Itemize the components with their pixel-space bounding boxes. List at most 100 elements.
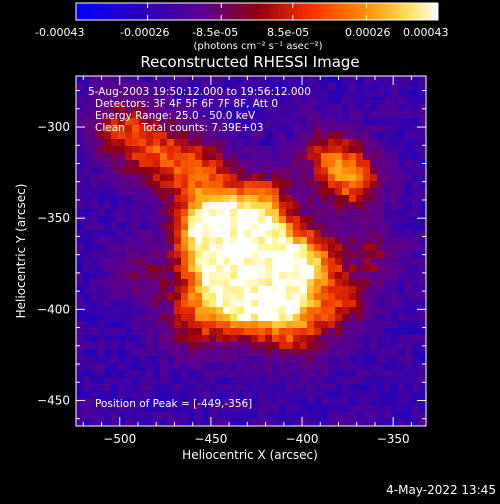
heatmap-cell <box>76 209 84 217</box>
heatmap-cell <box>230 356 238 364</box>
heatmap-cell <box>356 118 364 126</box>
heatmap-cell <box>132 377 140 385</box>
heatmap-cell <box>167 83 175 91</box>
heatmap-cell <box>251 181 259 189</box>
heatmap-cell <box>125 167 133 175</box>
heatmap-cell <box>111 90 119 98</box>
heatmap-cell <box>125 202 133 210</box>
heatmap-cell <box>216 97 224 105</box>
heatmap-cell <box>293 412 301 420</box>
heatmap-cell <box>237 125 245 133</box>
heatmap-cell <box>335 90 343 98</box>
heatmap-cell <box>202 195 210 203</box>
heatmap-cell <box>286 97 294 105</box>
heatmap-cell <box>174 286 182 294</box>
heatmap-cell <box>258 286 266 294</box>
heatmap-cell <box>132 356 140 364</box>
heatmap-cell <box>125 90 133 98</box>
heatmap-cell <box>265 237 273 245</box>
heatmap-cell <box>349 188 357 196</box>
heatmap-cell <box>160 349 168 357</box>
heatmap-cell <box>300 146 308 154</box>
heatmap-cell <box>132 265 140 273</box>
heatmap-cell <box>174 216 182 224</box>
heatmap-cell <box>307 314 315 322</box>
heatmap-cell <box>412 370 420 378</box>
heatmap-cell <box>139 300 147 308</box>
heatmap-cell <box>188 363 196 371</box>
heatmap-cell <box>125 97 133 105</box>
heatmap-cell <box>258 202 266 210</box>
heatmap-cell <box>167 188 175 196</box>
heatmap-cell <box>132 146 140 154</box>
heatmap-cell <box>279 76 287 84</box>
heatmap-cell <box>97 209 105 217</box>
heatmap-cell <box>104 370 112 378</box>
heatmap-cell <box>139 118 147 126</box>
heatmap-cell <box>286 244 294 252</box>
heatmap-cell <box>195 132 203 140</box>
heatmap-cell <box>146 83 154 91</box>
heatmap-cell <box>328 76 336 84</box>
heatmap-cell <box>181 195 189 203</box>
heatmap-cell <box>118 125 126 133</box>
heatmap-cell <box>83 97 91 105</box>
heatmap-cell <box>174 328 182 336</box>
heatmap-cell <box>104 265 112 273</box>
heatmap-cell <box>153 118 161 126</box>
heatmap-cell <box>244 272 252 280</box>
heatmap-cell <box>349 160 357 168</box>
heatmap-cell <box>293 188 301 196</box>
heatmap-cell <box>419 230 426 238</box>
heatmap-cell <box>132 230 140 238</box>
heatmap-cell <box>160 76 168 84</box>
heatmap-cell <box>202 356 210 364</box>
heatmap-cell <box>370 391 378 399</box>
heatmap-cell <box>216 300 224 308</box>
heatmap-cell <box>293 293 301 301</box>
heatmap-cell <box>104 286 112 294</box>
heatmap-cell <box>132 314 140 322</box>
heatmap-cell <box>384 293 392 301</box>
heatmap-cell <box>286 251 294 259</box>
heatmap-cell <box>104 230 112 238</box>
heatmap-cell <box>300 265 308 273</box>
heatmap-cell <box>342 314 350 322</box>
heatmap-cell <box>209 286 217 294</box>
heatmap-cell <box>202 251 210 259</box>
heatmap-cell <box>90 300 98 308</box>
heatmap-cell <box>223 384 231 392</box>
heatmap-cell <box>118 272 126 280</box>
heatmap-cell <box>223 76 231 84</box>
heatmap-cell <box>223 286 231 294</box>
y-tick-label: −300 <box>37 120 70 134</box>
heatmap-cell <box>370 83 378 91</box>
heatmap-cell <box>342 160 350 168</box>
heatmap-cell <box>188 97 196 105</box>
heatmap-cell <box>412 419 420 426</box>
heatmap-cell <box>412 76 420 84</box>
heatmap-cell <box>265 139 273 147</box>
heatmap-cell <box>335 314 343 322</box>
heatmap-cell <box>349 76 357 84</box>
heatmap-cell <box>125 349 133 357</box>
heatmap-cell <box>216 307 224 315</box>
heatmap-cell <box>230 153 238 161</box>
heatmap-cell <box>132 342 140 350</box>
heatmap-cell <box>335 244 343 252</box>
heatmap-cell <box>223 209 231 217</box>
heatmap-cell <box>314 300 322 308</box>
heatmap-cell <box>97 223 105 231</box>
heatmap-cell <box>76 258 84 266</box>
heatmap-cell <box>258 174 266 182</box>
heatmap-cell <box>349 391 357 399</box>
heatmap-cell <box>167 265 175 273</box>
heatmap-cell <box>181 174 189 182</box>
heatmap-cell <box>104 90 112 98</box>
heatmap-cell <box>167 412 175 420</box>
heatmap-cell <box>223 139 231 147</box>
heatmap-cell <box>125 146 133 154</box>
heatmap-cell <box>167 328 175 336</box>
heatmap-cell <box>111 286 119 294</box>
heatmap-cell <box>230 188 238 196</box>
